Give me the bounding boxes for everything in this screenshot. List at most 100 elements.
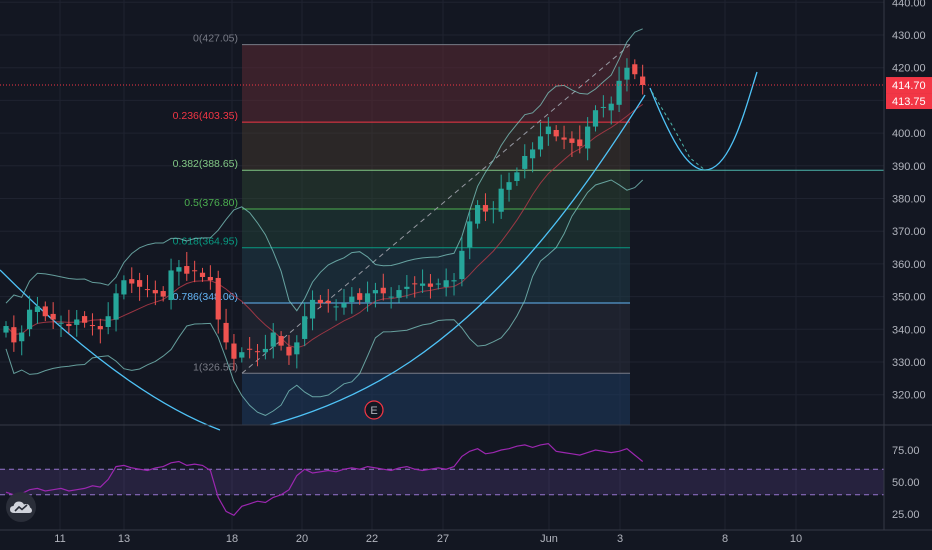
- candle[interactable]: [357, 288, 363, 305]
- candle-body: [530, 149, 536, 159]
- candle[interactable]: [592, 105, 599, 132]
- candle[interactable]: [184, 251, 190, 281]
- candle[interactable]: [372, 282, 379, 308]
- candle[interactable]: [286, 335, 292, 365]
- candle-body: [412, 283, 418, 285]
- candle[interactable]: [396, 285, 402, 303]
- candle[interactable]: [585, 117, 591, 161]
- candle[interactable]: [215, 270, 221, 334]
- candle[interactable]: [176, 259, 182, 286]
- candle[interactable]: [97, 318, 103, 344]
- candle[interactable]: [278, 331, 284, 351]
- candle[interactable]: [66, 309, 72, 334]
- candle[interactable]: [349, 287, 355, 314]
- candle[interactable]: [412, 276, 418, 298]
- candle[interactable]: [624, 58, 630, 92]
- candle[interactable]: [137, 272, 143, 301]
- candle[interactable]: [239, 347, 245, 363]
- candle[interactable]: [333, 299, 339, 321]
- candlestick-series[interactable]: [3, 58, 646, 371]
- candle[interactable]: [451, 273, 457, 296]
- candle[interactable]: [640, 64, 646, 95]
- candle[interactable]: [600, 95, 606, 118]
- candle[interactable]: [152, 280, 158, 306]
- candle[interactable]: [231, 334, 237, 371]
- candle[interactable]: [325, 289, 331, 313]
- candle[interactable]: [223, 308, 229, 350]
- candle[interactable]: [404, 275, 410, 299]
- earnings-marker[interactable]: E: [364, 400, 384, 420]
- candle[interactable]: [530, 142, 536, 173]
- candle-body: [325, 300, 331, 304]
- fib-zone: [242, 170, 630, 209]
- candle[interactable]: [317, 294, 323, 309]
- candle[interactable]: [506, 172, 512, 202]
- candle[interactable]: [74, 310, 80, 337]
- candle[interactable]: [341, 289, 347, 315]
- candle[interactable]: [11, 315, 17, 352]
- candle[interactable]: [608, 96, 614, 125]
- candle[interactable]: [435, 278, 441, 290]
- candle[interactable]: [388, 287, 394, 309]
- candle[interactable]: [427, 274, 434, 299]
- candle[interactable]: [247, 336, 253, 359]
- candle[interactable]: [144, 275, 151, 298]
- candle[interactable]: [294, 335, 300, 369]
- candle[interactable]: [58, 315, 64, 337]
- candle[interactable]: [569, 131, 575, 157]
- candle[interactable]: [168, 258, 174, 310]
- candle[interactable]: [105, 302, 111, 335]
- candle[interactable]: [160, 286, 166, 302]
- candle[interactable]: [419, 269, 426, 294]
- candle[interactable]: [270, 323, 276, 359]
- candle[interactable]: [380, 273, 386, 301]
- candle-body: [247, 348, 253, 350]
- candle[interactable]: [522, 144, 528, 179]
- candle[interactable]: [553, 125, 559, 142]
- candle[interactable]: [309, 290, 316, 331]
- candle[interactable]: [364, 281, 371, 312]
- candle-body: [89, 325, 96, 327]
- tradingview-logo-icon[interactable]: [6, 492, 36, 522]
- price-tick-label: 430.00: [892, 30, 926, 42]
- candle[interactable]: [632, 59, 638, 80]
- candle[interactable]: [82, 311, 88, 328]
- candle[interactable]: [254, 344, 261, 367]
- candle[interactable]: [19, 325, 25, 356]
- candle[interactable]: [121, 275, 127, 300]
- candle-body: [475, 205, 481, 224]
- candle[interactable]: [50, 302, 56, 329]
- candle[interactable]: [467, 211, 473, 260]
- event-markers[interactable]: E: [364, 400, 384, 420]
- candle[interactable]: [199, 267, 206, 282]
- projection-drawing[interactable]: [630, 71, 884, 171]
- candle[interactable]: [514, 167, 520, 186]
- candle[interactable]: [262, 334, 268, 360]
- candle[interactable]: [545, 117, 551, 146]
- candle[interactable]: [26, 295, 33, 337]
- candle[interactable]: [89, 313, 96, 336]
- candle[interactable]: [42, 301, 48, 322]
- candle[interactable]: [443, 268, 449, 297]
- candle[interactable]: [490, 201, 496, 224]
- candle[interactable]: [616, 66, 622, 113]
- candle[interactable]: [498, 174, 504, 219]
- bollinger-lower-line: [5, 179, 644, 416]
- candle[interactable]: [34, 296, 41, 324]
- candle[interactable]: [577, 125, 583, 154]
- candle[interactable]: [537, 122, 544, 157]
- candle-body: [278, 336, 284, 346]
- last-price-line: 414.70 413.75: [0, 77, 932, 110]
- candle[interactable]: [459, 236, 465, 287]
- projection-path-line[interactable]: [651, 91, 706, 171]
- candle[interactable]: [302, 302, 308, 347]
- candle[interactable]: [475, 200, 481, 229]
- candle[interactable]: [113, 283, 119, 332]
- candle[interactable]: [482, 193, 489, 222]
- candle[interactable]: [192, 260, 198, 283]
- candle[interactable]: [561, 125, 567, 150]
- candle[interactable]: [3, 321, 9, 338]
- candle[interactable]: [207, 265, 213, 290]
- candle[interactable]: [129, 267, 135, 294]
